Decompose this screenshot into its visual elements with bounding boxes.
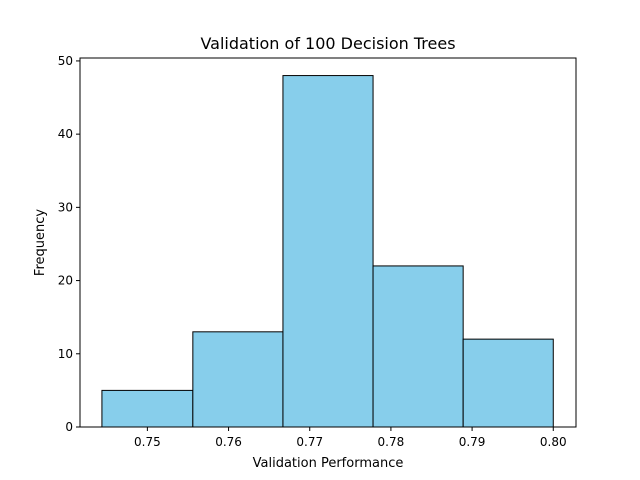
histogram-bar-3	[282, 75, 374, 428]
histogram-bar-4	[372, 265, 464, 428]
bars-group	[101, 75, 554, 428]
histogram-bar-1	[101, 389, 194, 428]
x-tick-label-2: 0.76	[215, 435, 242, 449]
x-axis-ticks: 0.75 0.76 0.77 0.78 0.79 0.80	[134, 427, 567, 449]
y-tick-label-2: 10	[58, 347, 73, 361]
y-tick-label-6: 50	[58, 54, 73, 68]
y-axis-ticks: 0 10 20 30 40 50	[58, 54, 80, 434]
x-tick-label-1: 0.75	[134, 435, 161, 449]
y-tick-label-3: 20	[58, 274, 73, 288]
chart-title: Validation of 100 Decision Trees	[200, 34, 455, 53]
x-tick-label-6: 0.80	[540, 435, 567, 449]
y-axis-label: Frequency	[33, 209, 48, 276]
y-tick-label-1: 0	[65, 420, 73, 434]
plot-frame	[79, 57, 577, 428]
x-tick-label-4: 0.78	[378, 435, 405, 449]
x-axis-label: Validation Performance	[253, 456, 404, 471]
y-tick-label-5: 40	[58, 127, 73, 141]
histogram-bar-5	[462, 338, 554, 428]
y-tick-label-4: 30	[58, 200, 73, 214]
histogram-bar-2	[192, 331, 284, 428]
x-tick-label-3: 0.77	[296, 435, 323, 449]
x-tick-label-5: 0.79	[459, 435, 486, 449]
